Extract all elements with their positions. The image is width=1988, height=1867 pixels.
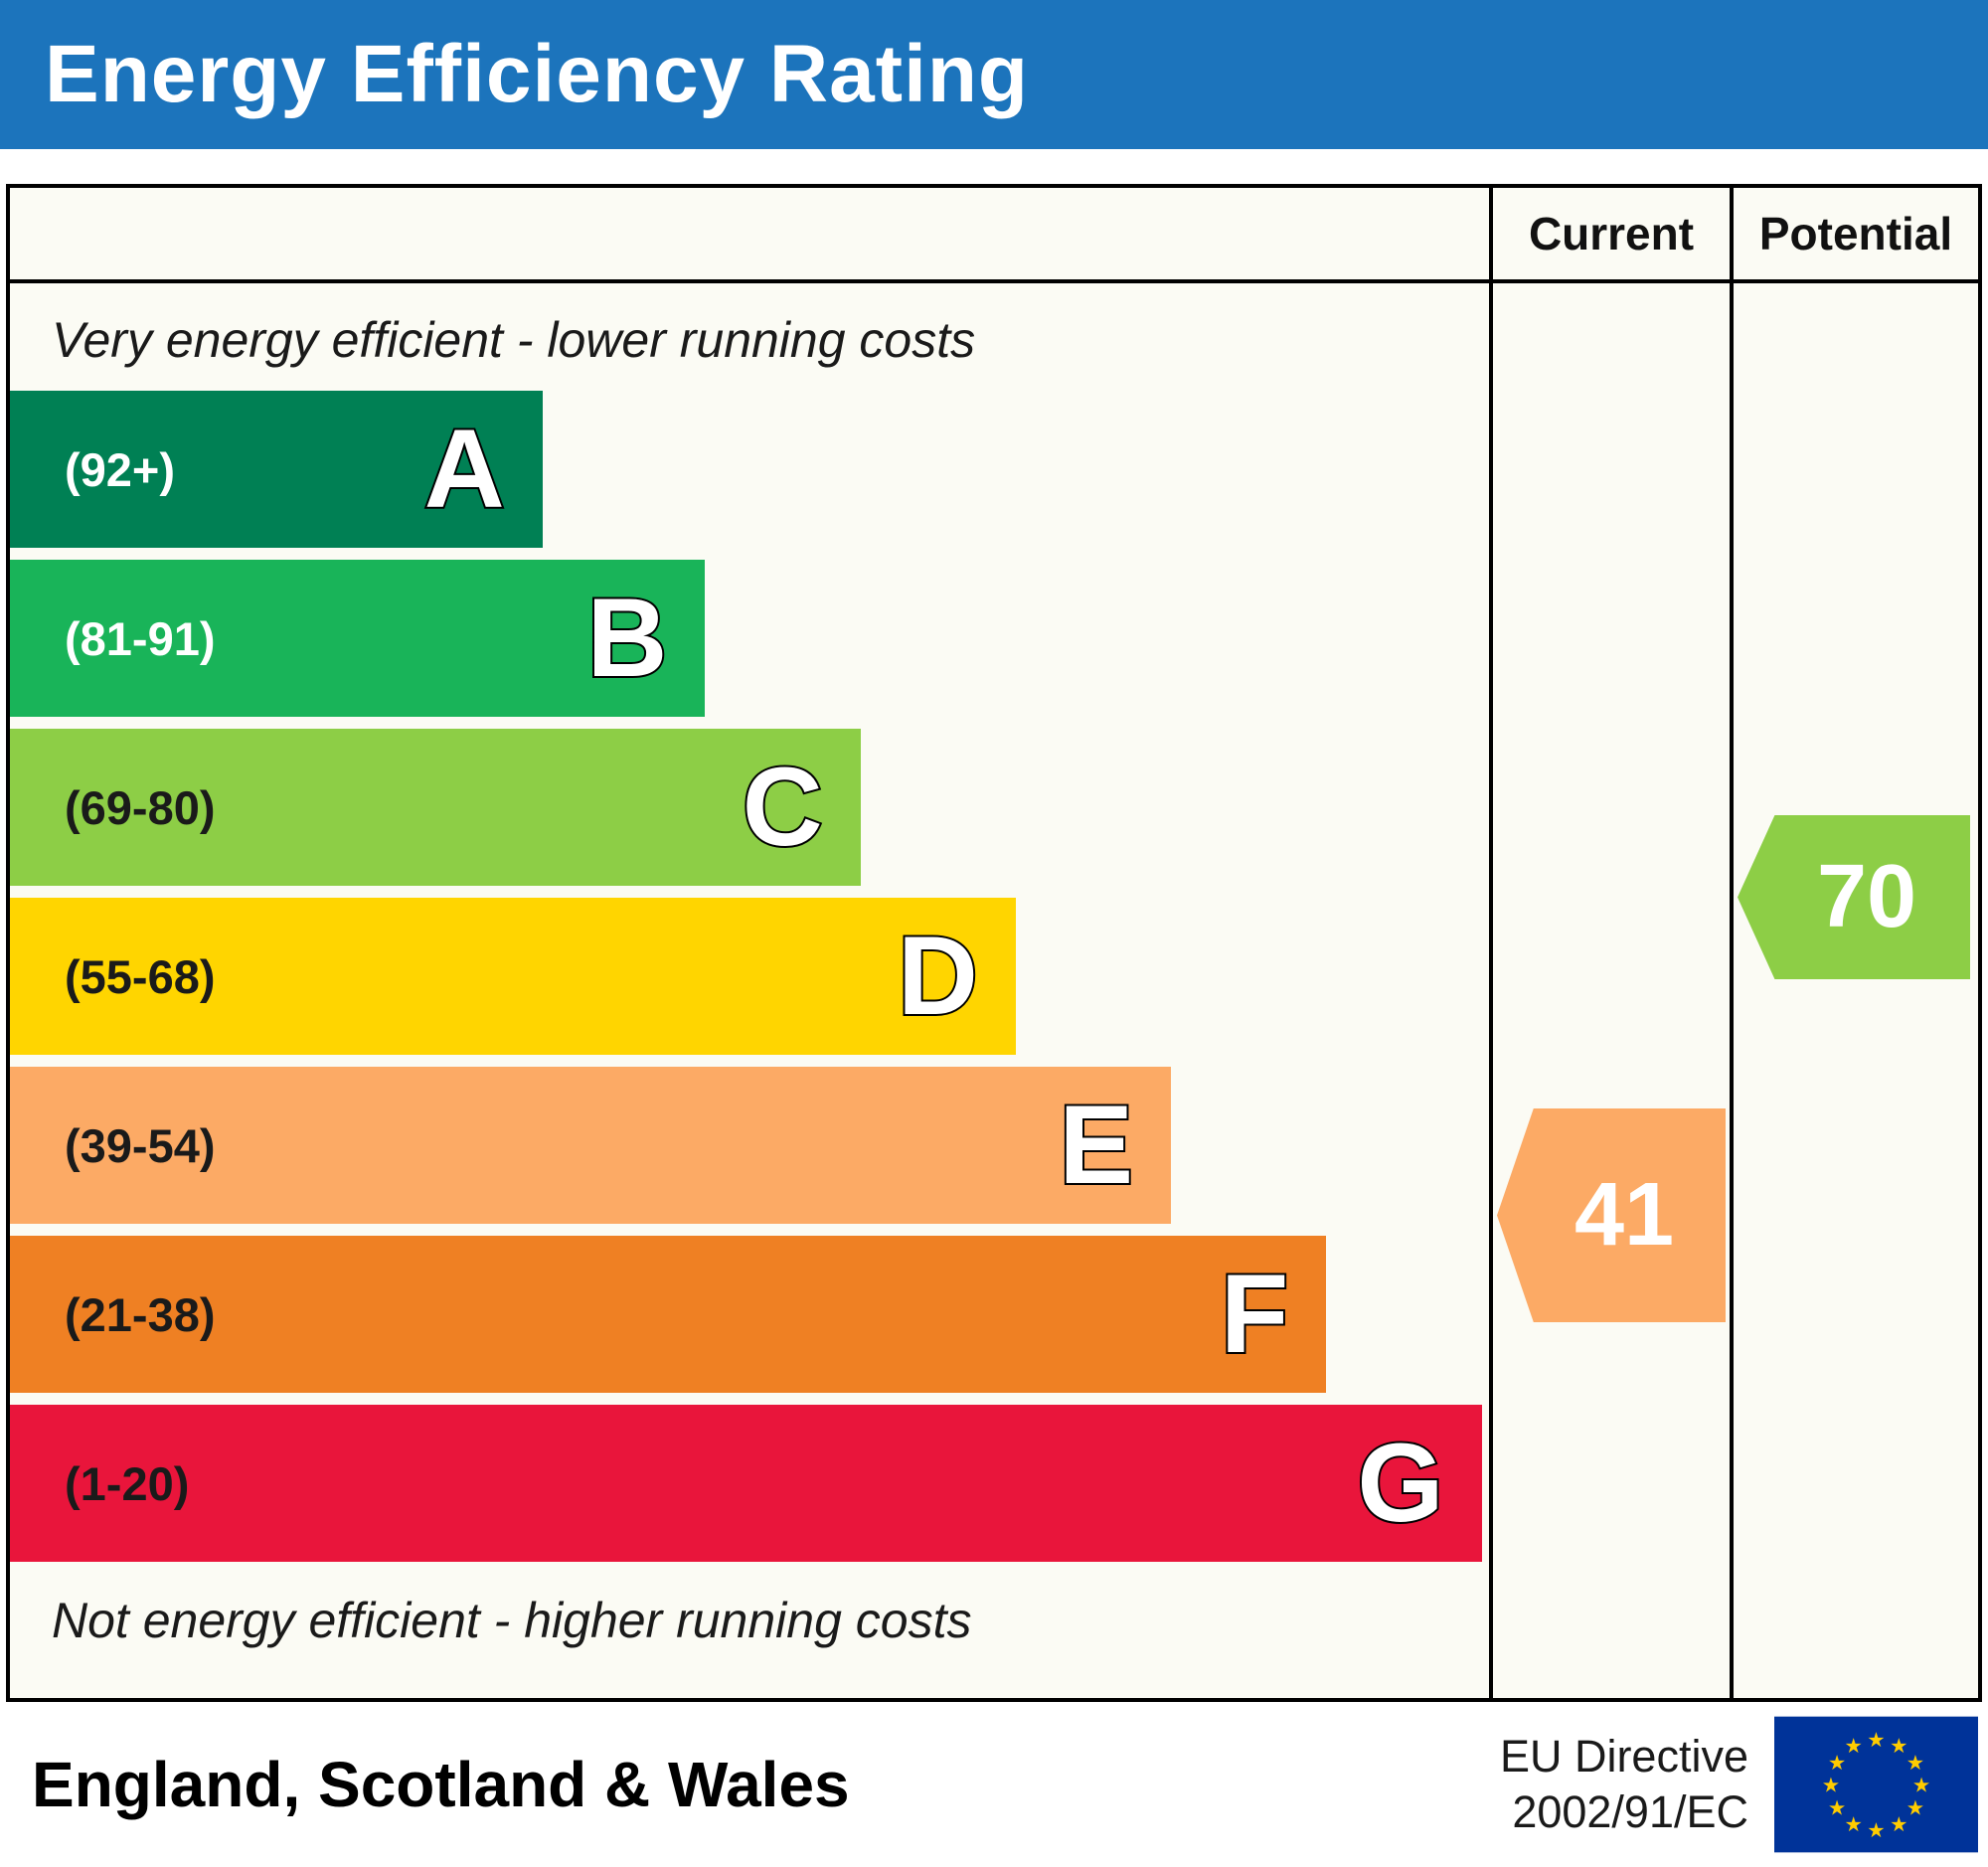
svg-text:★: ★ (1890, 1812, 1907, 1836)
column-header-current: Current (1493, 188, 1734, 283)
band-b: (81-91) B (10, 560, 706, 717)
svg-text:★: ★ (1912, 1774, 1930, 1797)
band-a: (92+) A (10, 391, 543, 548)
band-letter: B (584, 576, 669, 700)
chart-area: Very energy efficient - lower running co… (10, 283, 1493, 1698)
band-range-label: (92+) (65, 442, 176, 496)
potential-rating-arrow: 70 (1738, 815, 1970, 979)
band-letter: E (1057, 1083, 1135, 1207)
svg-text:★: ★ (1828, 1751, 1846, 1775)
band-range-label: (1-20) (65, 1456, 190, 1510)
svg-text:★: ★ (1890, 1734, 1907, 1758)
band-range-label: (81-91) (65, 611, 216, 665)
svg-text:★: ★ (1828, 1795, 1846, 1819)
page-title: Energy Efficiency Rating (45, 29, 1030, 119)
band-d: (55-68) D (10, 898, 1016, 1055)
rating-table: Current Potential Very energy efficient … (6, 184, 1982, 1702)
band-f: (21-38) F (10, 1236, 1327, 1393)
bottom-note: Not energy efficient - higher running co… (52, 1593, 972, 1648)
top-note: Very energy efficient - lower running co… (52, 312, 976, 368)
header-banner: Energy Efficiency Rating (0, 0, 1988, 149)
band-e: (39-54) E (10, 1067, 1172, 1224)
bands: (92+) A (81-91) B (69-80) C (55-68) D (3… (10, 391, 1489, 1562)
eu-directive-line1: EU Directive (1499, 1730, 1748, 1782)
band-g: (1-20) G (10, 1405, 1482, 1562)
band-range-label: (69-80) (65, 780, 216, 834)
band-letter: G (1355, 1421, 1445, 1545)
band-letter: C (741, 745, 825, 869)
band-letter: F (1219, 1252, 1290, 1376)
svg-text:★: ★ (1906, 1751, 1924, 1775)
eu-directive-label: EU Directive 2002/91/EC (1500, 1729, 1748, 1841)
band-letter: A (422, 407, 507, 531)
band-letter: D (896, 914, 980, 1038)
region-label: England, Scotland & Wales (32, 1749, 850, 1820)
band-range-label: (21-38) (65, 1287, 216, 1341)
svg-text:★: ★ (1906, 1795, 1924, 1819)
current-rating-arrow: 41 (1497, 1108, 1726, 1322)
column-header-potential: Potential (1734, 188, 1978, 283)
band-range-label: (39-54) (65, 1118, 216, 1172)
eu-flag-icon: ★ ★ ★ ★ ★ ★ ★ ★ ★ ★ ★ ★ (1774, 1716, 1978, 1853)
current-column: 41 (1493, 283, 1734, 1698)
potential-column: 70 (1734, 283, 1978, 1698)
header-spacer (10, 188, 1493, 283)
svg-text:★: ★ (1845, 1734, 1863, 1758)
svg-text:★: ★ (1867, 1818, 1885, 1842)
band-range-label: (55-68) (65, 949, 216, 1003)
footer: England, Scotland & Wales EU Directive 2… (0, 1702, 1988, 1867)
current-rating-value: 41 (1574, 1165, 1675, 1265)
svg-text:★: ★ (1867, 1728, 1885, 1752)
svg-text:★: ★ (1845, 1812, 1863, 1836)
eu-directive-line2: 2002/91/EC (1512, 1786, 1748, 1837)
potential-rating-value: 70 (1816, 847, 1917, 946)
band-c: (69-80) C (10, 729, 861, 886)
svg-text:★: ★ (1822, 1774, 1840, 1797)
